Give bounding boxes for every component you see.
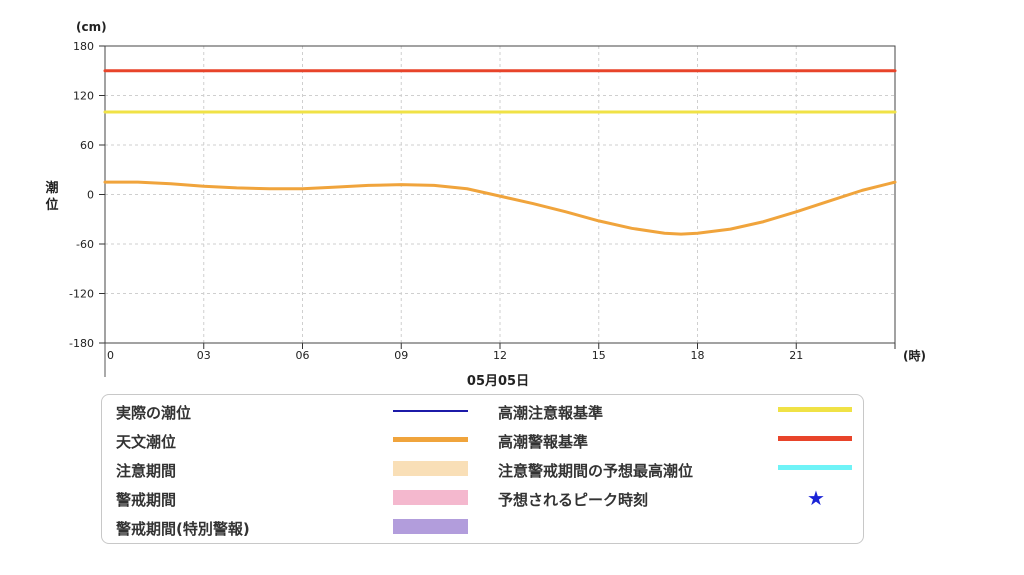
legend-label-peak-time: 予想されるピーク時刻 [498,491,649,509]
x-tick-label: 03 [197,349,211,362]
y-axis-label: 潮位 [45,181,59,213]
legend-label-special-warning-period: 警戒期間(特別警報) [116,520,250,538]
y-unit-label: (cm) [76,20,107,34]
star-icon: ★ [807,486,825,510]
x-tick-label: 06 [296,349,310,362]
y-tick-label: -60 [76,238,94,251]
y-tick-label: 180 [73,40,94,53]
y-tick-label: 60 [80,139,94,152]
legend: 実際の潮位 天文潮位 注意期間 警戒期間 警戒期間(特別警報) 高潮注意報基準 … [101,394,864,544]
date-label: 05月05日 [466,374,530,389]
legend-swatch-caution-period [393,461,468,476]
x-tick-label: 0 [107,349,114,362]
legend-label-actual-tide: 実際の潮位 [116,404,192,422]
x-tick-label: 15 [592,349,606,362]
y-tick-label: 0 [87,189,94,202]
x-tick-label: 12 [493,349,507,362]
legend-swatch-special-warning-period [393,519,468,534]
y-tick-label: 120 [73,90,94,103]
x-tick-label: 09 [394,349,408,362]
legend-label-forecast-max-tide: 注意警戒期間の予想最高潮位 [498,462,694,480]
plot-frame [104,45,896,344]
legend-swatch-high-tide-warning [778,436,852,441]
legend-label-high-tide-warning: 高潮警報基準 [498,433,589,451]
y-tick-label: -120 [69,288,94,301]
legend-label-caution-period: 注意期間 [116,462,177,480]
legend-swatch-astronomical-tide [393,437,468,442]
x-tick-label: 21 [789,349,803,362]
legend-swatch-actual-tide [393,410,468,412]
x-tick-label: 18 [691,349,705,362]
series-line [103,180,897,236]
legend-label-warning-period: 警戒期間 [116,491,177,509]
y-tick-label: -180 [69,337,94,350]
legend-label-high-tide-advisory: 高潮注意報基準 [498,404,604,422]
x-unit-label: (時) [903,349,926,363]
legend-swatch-high-tide-advisory [778,407,852,412]
legend-swatch-warning-period [393,490,468,505]
legend-label-astronomical-tide: 天文潮位 [116,433,177,451]
legend-swatch-forecast-max-tide [778,465,852,470]
